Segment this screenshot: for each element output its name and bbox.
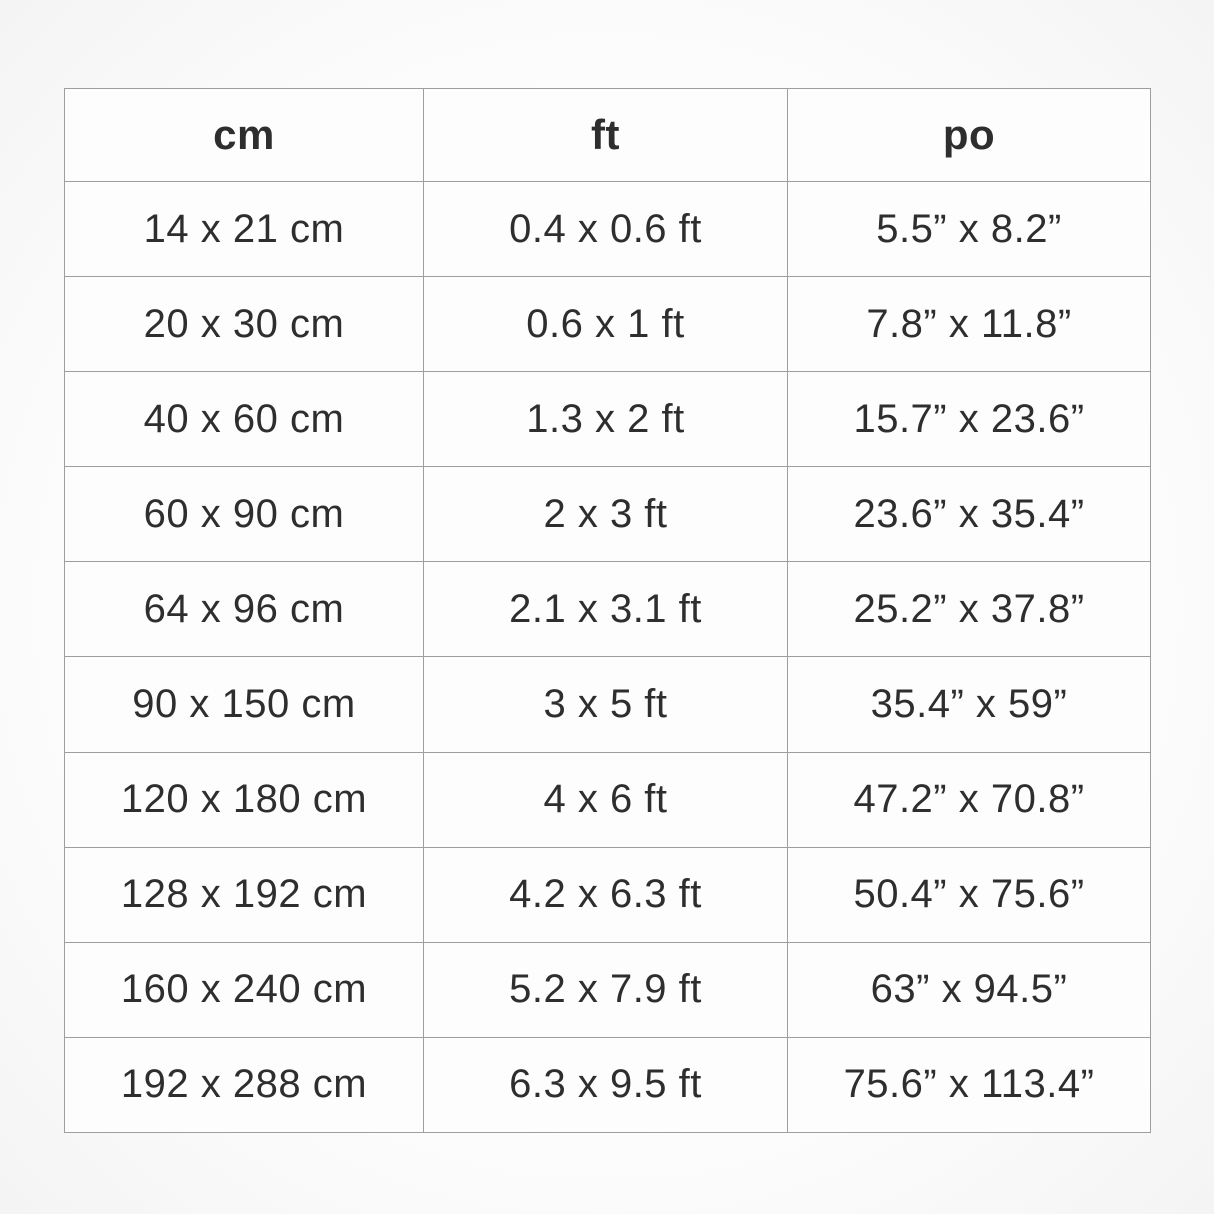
table-cell-po: 15.7” x 23.6” (787, 371, 1151, 468)
table-row: 40 x 60 cm 1.3 x 2 ft 15.7” x 23.6” (64, 371, 1151, 468)
table-cell-po: 63” x 94.5” (787, 941, 1151, 1038)
table-row: 90 x 150 cm 3 x 5 ft 35.4” x 59” (64, 656, 1151, 753)
table-cell-cm: 20 x 30 cm (64, 276, 424, 373)
header-row: cm ft po (64, 88, 1151, 182)
table-cell-cm: 192 x 288 cm (64, 1036, 424, 1134)
table-cell-ft: 2 x 3 ft (423, 466, 788, 563)
table-cell-po: 25.2” x 37.8” (787, 561, 1151, 658)
table-cell-po: 7.8” x 11.8” (787, 276, 1151, 373)
table-cell-po: 50.4” x 75.6” (787, 846, 1151, 943)
table-cell-po: 47.2” x 70.8” (787, 751, 1151, 848)
table-cell-po: 75.6” x 113.4” (787, 1036, 1151, 1134)
table-cell-ft: 0.6 x 1 ft (423, 276, 788, 373)
table-cell-cm: 60 x 90 cm (64, 466, 424, 563)
table-row: 192 x 288 cm 6.3 x 9.5 ft 75.6” x 113.4” (64, 1036, 1151, 1134)
column-header-po: po (787, 88, 1151, 182)
table-cell-cm: 90 x 150 cm (64, 656, 424, 753)
size-conversion-table: cm ft po 14 x 21 cm 0.4 x 0.6 ft 5.5” x … (64, 88, 1151, 1134)
table-row: 60 x 90 cm 2 x 3 ft 23.6” x 35.4” (64, 466, 1151, 563)
table-cell-ft: 5.2 x 7.9 ft (423, 941, 788, 1038)
table-cell-po: 5.5” x 8.2” (787, 180, 1151, 278)
table-cell-ft: 4.2 x 6.3 ft (423, 846, 788, 943)
table-row: 20 x 30 cm 0.6 x 1 ft 7.8” x 11.8” (64, 276, 1151, 373)
table-cell-ft: 0.4 x 0.6 ft (423, 180, 788, 278)
table-cell-ft: 1.3 x 2 ft (423, 371, 788, 468)
table-cell-po: 23.6” x 35.4” (787, 466, 1151, 563)
column-header-ft: ft (423, 88, 788, 182)
table-cell-ft: 6.3 x 9.5 ft (423, 1036, 788, 1134)
table-cell-cm: 40 x 60 cm (64, 371, 424, 468)
table-cell-ft: 4 x 6 ft (423, 751, 788, 848)
table-cell-ft: 3 x 5 ft (423, 656, 788, 753)
table-cell-ft: 2.1 x 3.1 ft (423, 561, 788, 658)
column-header-cm: cm (64, 88, 424, 182)
table-cell-cm: 120 x 180 cm (64, 751, 424, 848)
table-row: 64 x 96 cm 2.1 x 3.1 ft 25.2” x 37.8” (64, 561, 1151, 658)
table-cell-po: 35.4” x 59” (787, 656, 1151, 753)
table-cell-cm: 160 x 240 cm (64, 941, 424, 1038)
table-row: 160 x 240 cm 5.2 x 7.9 ft 63” x 94.5” (64, 941, 1151, 1038)
table-row: 128 x 192 cm 4.2 x 6.3 ft 50.4” x 75.6” (64, 846, 1151, 943)
table-cell-cm: 14 x 21 cm (64, 180, 424, 278)
table-cell-cm: 64 x 96 cm (64, 561, 424, 658)
table-cell-cm: 128 x 192 cm (64, 846, 424, 943)
table-row: 120 x 180 cm 4 x 6 ft 47.2” x 70.8” (64, 751, 1151, 848)
table-row: 14 x 21 cm 0.4 x 0.6 ft 5.5” x 8.2” (64, 180, 1151, 278)
